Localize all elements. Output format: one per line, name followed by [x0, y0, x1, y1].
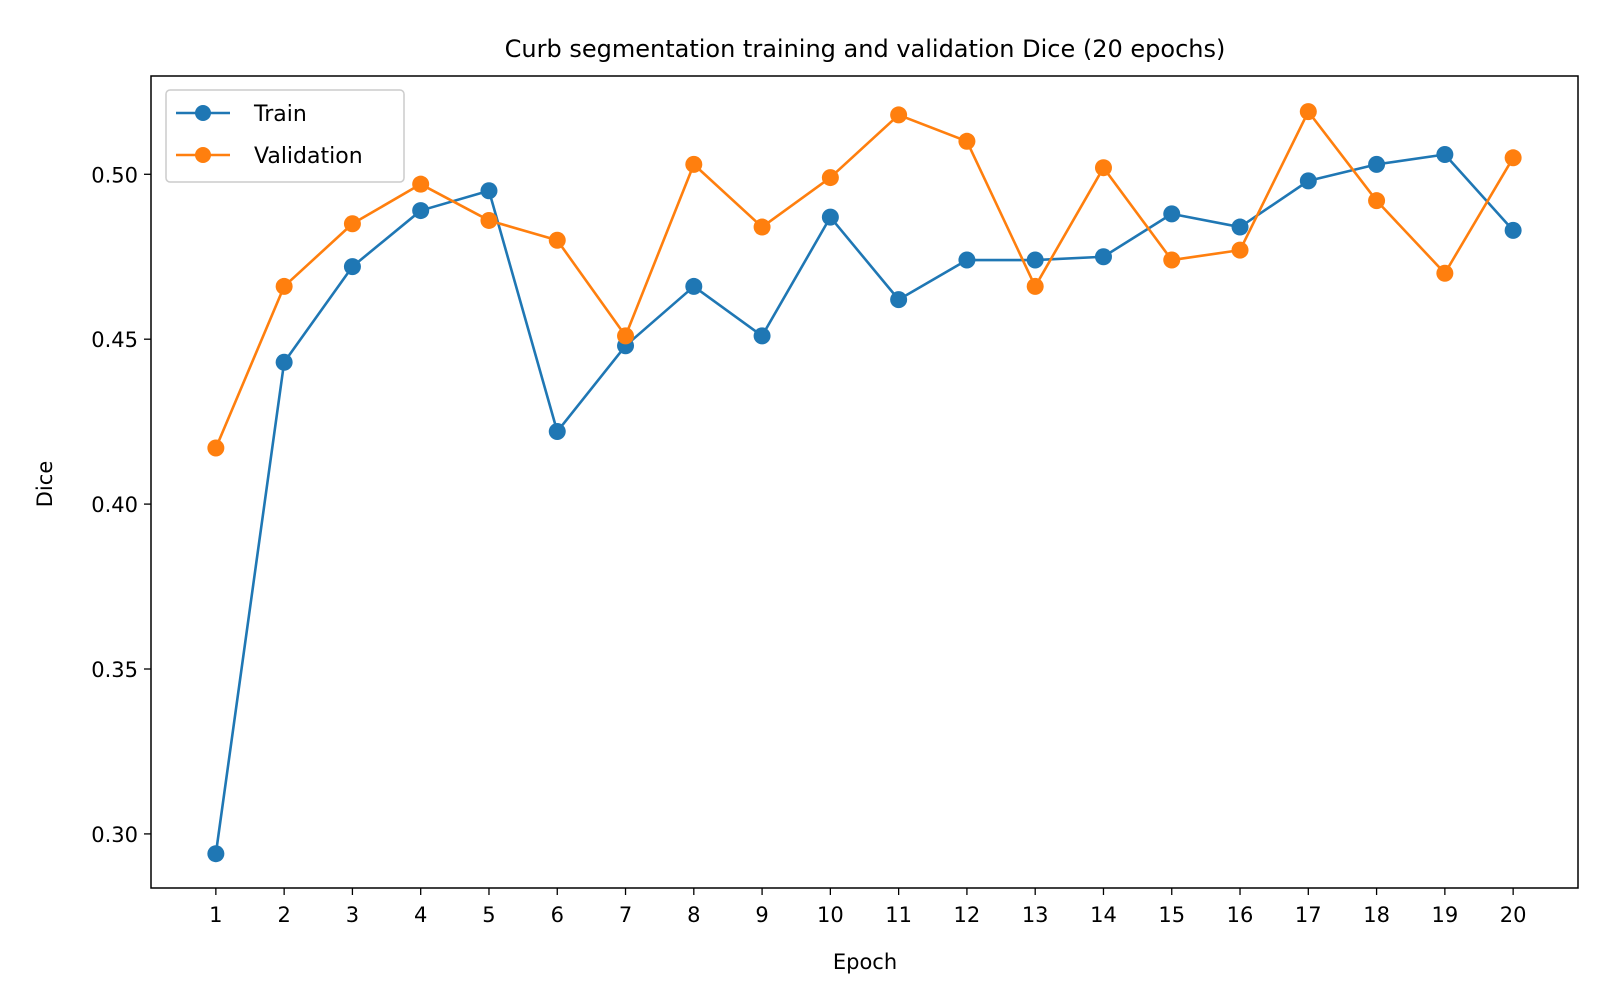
plot-area [207, 103, 1522, 863]
data-point-train [480, 182, 498, 200]
x-tick-label: 4 [414, 903, 427, 927]
legend-marker-train [195, 105, 211, 121]
series-line-validation [214, 110, 1515, 449]
x-axis-label: Epoch [833, 950, 897, 974]
data-point-validation [1094, 159, 1112, 177]
data-point-validation [617, 327, 635, 345]
data-point-validation [1368, 192, 1386, 210]
y-tick-label: 0.50 [91, 163, 138, 187]
data-point-validation [1163, 251, 1181, 269]
series-train [207, 145, 1522, 863]
chart-title: Curb segmentation training and validatio… [505, 35, 1226, 63]
data-point-validation [480, 211, 498, 229]
data-point-train [1368, 155, 1386, 173]
x-tick-label: 8 [687, 903, 700, 927]
x-tick-label: 20 [1500, 903, 1527, 927]
x-tick-label: 6 [551, 903, 564, 927]
data-point-train [1094, 248, 1112, 266]
x-tick-label: 17 [1295, 903, 1322, 927]
series-line-train [214, 153, 1515, 854]
x-tick-label: 13 [1022, 903, 1049, 927]
x-tick-label: 2 [277, 903, 290, 927]
series-validation [207, 103, 1522, 457]
data-point-train [821, 208, 839, 226]
x-tick-label: 14 [1090, 903, 1117, 927]
data-point-validation [548, 231, 566, 249]
data-point-validation [343, 215, 361, 233]
y-tick-label: 0.35 [91, 658, 138, 682]
data-point-train [753, 327, 771, 345]
data-point-validation [412, 175, 430, 193]
x-tick-label: 11 [885, 903, 912, 927]
x-tick-label: 7 [619, 903, 632, 927]
data-point-validation [753, 218, 771, 236]
y-axis-label: Dice [33, 461, 57, 507]
x-tick-label: 1 [209, 903, 222, 927]
legend-label-train: Train [253, 102, 307, 127]
data-point-train [548, 423, 566, 441]
y-tick-label: 0.40 [91, 493, 138, 517]
x-tick-label: 19 [1431, 903, 1458, 927]
x-tick-label: 3 [346, 903, 359, 927]
plot-frame [150, 75, 1579, 889]
data-point-validation [958, 132, 976, 150]
data-point-validation [1026, 277, 1044, 295]
data-point-validation [275, 277, 293, 295]
data-point-train [207, 845, 225, 863]
legend-marker-validation [195, 147, 211, 163]
x-tick-label: 10 [817, 903, 844, 927]
y-axis: 0.30 0.35 0.40 0.45 0.50 [91, 163, 151, 847]
x-tick-label: 9 [755, 903, 768, 927]
data-point-validation [1504, 149, 1522, 167]
data-point-train [275, 353, 293, 371]
y-tick-label: 0.45 [91, 328, 138, 352]
data-point-validation [890, 106, 908, 124]
data-point-train [1026, 251, 1044, 269]
x-axis: 1 2 3 4 5 6 7 8 9 10 11 12 13 14 15 16 17 18 19 20 [209, 888, 1527, 927]
x-tick-label: 18 [1363, 903, 1390, 927]
data-point-validation [821, 169, 839, 187]
data-point-validation [1231, 241, 1249, 259]
legend-label-validation: Validation [254, 144, 363, 169]
data-point-train [958, 251, 976, 269]
x-tick-label: 15 [1158, 903, 1185, 927]
data-point-train [412, 202, 430, 220]
y-tick-label: 0.30 [91, 823, 138, 847]
x-tick-label: 12 [954, 903, 981, 927]
data-point-validation [1299, 103, 1317, 121]
legend: Train Validation [165, 89, 405, 183]
data-point-train [1504, 221, 1522, 239]
data-point-validation [685, 155, 703, 173]
data-point-train [1299, 172, 1317, 190]
data-point-train [685, 277, 703, 295]
x-tick-label: 5 [482, 903, 495, 927]
data-point-train [1436, 145, 1454, 163]
x-tick-label: 16 [1227, 903, 1254, 927]
data-point-train [343, 258, 361, 276]
data-point-train [1163, 205, 1181, 223]
data-point-train [890, 291, 908, 309]
data-point-validation [207, 439, 225, 457]
data-point-validation [1436, 264, 1454, 282]
data-point-train [1231, 218, 1249, 236]
